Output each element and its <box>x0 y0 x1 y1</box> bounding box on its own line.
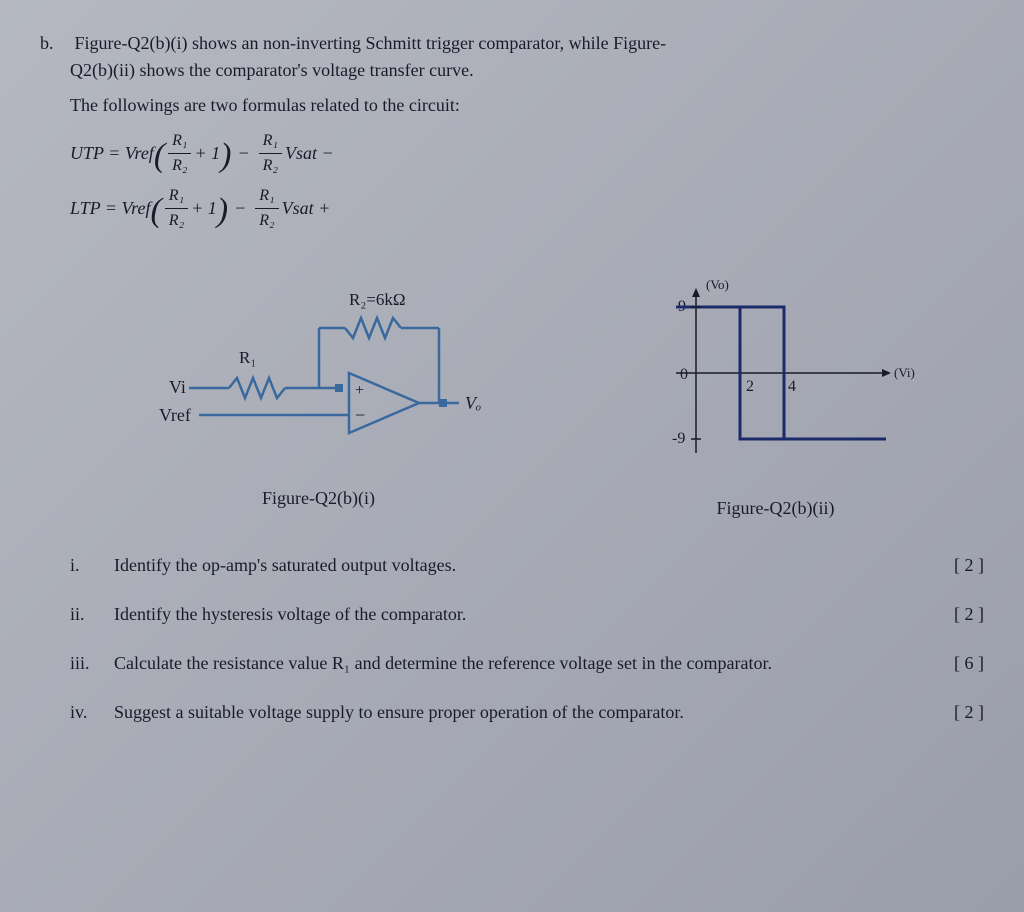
intro-line3: The followings are two formulas related … <box>70 92 984 119</box>
vref-label: Vref <box>159 405 191 425</box>
question-i: i. Identify the op-amp's saturated outpu… <box>70 552 984 579</box>
circuit-figure: Vi R₁ Vref + − Vₒ R₂=6kΩ <box>139 273 499 512</box>
formula-utp: UTP = Vref ( R₁ R₂ + 1 ) − R₁ R₂ Vsat − <box>70 129 984 178</box>
q-text: Identify the hysteresis voltage of the c… <box>114 601 934 628</box>
frac-r2d: R₂ <box>255 209 278 233</box>
q-num: iv. <box>70 699 114 726</box>
circuit-svg: Vi R₁ Vref + − Vₒ R₂=6kΩ <box>139 273 499 473</box>
vi-axis-label: (Vi) <box>894 365 915 380</box>
plus-one-2: + 1 <box>191 195 217 222</box>
y-zero: 0 <box>680 366 688 383</box>
q-marks: [ 6 ] <box>934 650 984 677</box>
question-iv: iv. Suggest a suitable voltage supply to… <box>70 699 984 726</box>
q-text: Suggest a suitable voltage supply to ens… <box>114 699 934 726</box>
y-bottom: -9 <box>672 430 685 447</box>
node-plus <box>335 384 343 392</box>
q-marks: [ 2 ] <box>934 699 984 726</box>
plus-one: + 1 <box>194 140 220 167</box>
x-tick1: 2 <box>746 378 754 395</box>
formula-ltp: LTP = Vref ( R₁ R₂ + 1 ) − R₁ R₂ Vsat + <box>70 184 984 233</box>
vo-axis-label: (Vo) <box>706 277 729 292</box>
x-tick2: 4 <box>788 378 796 395</box>
minus-sign-2: − <box>234 195 246 222</box>
vo-label: Vₒ <box>465 393 481 413</box>
utp-lhs: UTP = Vref <box>70 140 154 167</box>
circuit-caption: Figure-Q2(b)(i) <box>262 485 375 512</box>
formula-block: UTP = Vref ( R₁ R₂ + 1 ) − R₁ R₂ Vsat − … <box>70 129 984 233</box>
vsat-plus: Vsat + <box>282 195 331 222</box>
svg-text:−: − <box>355 405 365 425</box>
svg-text:+: + <box>355 382 364 399</box>
ltp-lhs: LTP = Vref <box>70 195 150 222</box>
frac-r1d: R₁ <box>255 184 278 209</box>
intro-line2: Q2(b)(ii) shows the comparator's voltage… <box>70 57 984 84</box>
q-num: i. <box>70 552 114 579</box>
r2-label: R₂=6kΩ <box>349 290 406 309</box>
frac-r1: R₁ <box>168 129 191 154</box>
frac-r1b: R₁ <box>259 129 282 154</box>
frac-r2: R₂ <box>168 154 191 178</box>
question-list: i. Identify the op-amp's saturated outpu… <box>70 552 984 726</box>
vi-label: Vi <box>169 377 186 397</box>
q-marks: [ 2 ] <box>934 552 984 579</box>
part-marker: b. <box>40 30 70 57</box>
q-num: iii. <box>70 650 114 677</box>
question-iii: iii. Calculate the resistance value R₁ a… <box>70 650 984 677</box>
frac-r2c: R₂ <box>165 209 188 233</box>
q-marks: [ 2 ] <box>934 601 984 628</box>
q-num: ii. <box>70 601 114 628</box>
graph-figure: (Vo) (Vi) 9 0 -9 2 4 Figure-Q2(b)(ii) <box>636 263 916 522</box>
q-text: Calculate the resistance value R₁ and de… <box>114 650 934 677</box>
vsat-minus: Vsat − <box>285 140 334 167</box>
question-ii: ii. Identify the hysteresis voltage of t… <box>70 601 984 628</box>
frac-r1c: R₁ <box>165 184 188 209</box>
minus-sign: − <box>237 140 249 167</box>
graph-svg: (Vo) (Vi) 9 0 -9 2 4 <box>636 263 916 483</box>
q-text: Identify the op-amp's saturated output v… <box>114 552 934 579</box>
frac-r2b: R₂ <box>259 154 282 178</box>
intro-line1: Figure-Q2(b)(i) shows an non-inverting S… <box>75 33 667 53</box>
r1-label: R₁ <box>239 348 256 367</box>
graph-caption: Figure-Q2(b)(ii) <box>717 495 835 522</box>
